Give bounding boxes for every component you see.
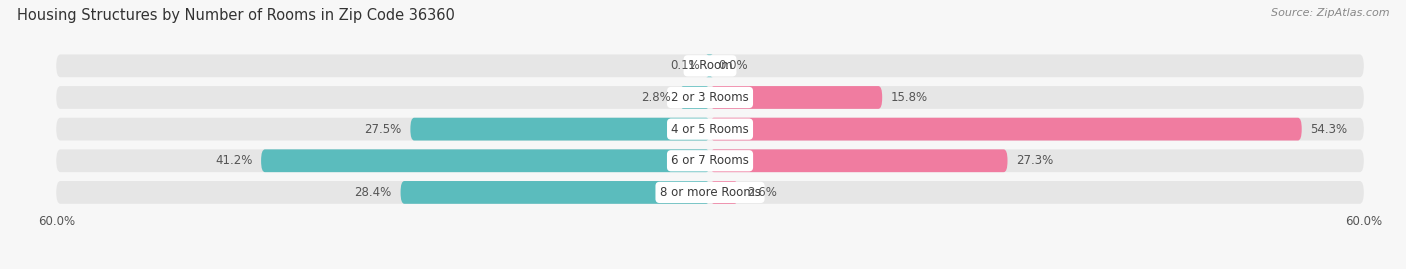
FancyBboxPatch shape xyxy=(710,181,738,204)
FancyBboxPatch shape xyxy=(710,118,1302,140)
FancyBboxPatch shape xyxy=(401,181,710,204)
Text: Source: ZipAtlas.com: Source: ZipAtlas.com xyxy=(1271,8,1389,18)
FancyBboxPatch shape xyxy=(56,181,1364,204)
Text: 2.6%: 2.6% xyxy=(747,186,778,199)
Text: 28.4%: 28.4% xyxy=(354,186,392,199)
Text: 0.0%: 0.0% xyxy=(718,59,748,72)
FancyBboxPatch shape xyxy=(710,86,882,109)
FancyBboxPatch shape xyxy=(56,149,1364,172)
Text: 15.8%: 15.8% xyxy=(891,91,928,104)
FancyBboxPatch shape xyxy=(56,86,1364,109)
Text: 6 or 7 Rooms: 6 or 7 Rooms xyxy=(671,154,749,167)
Text: 54.3%: 54.3% xyxy=(1310,123,1347,136)
FancyBboxPatch shape xyxy=(706,54,713,77)
FancyBboxPatch shape xyxy=(56,54,1364,77)
FancyBboxPatch shape xyxy=(710,149,1008,172)
Text: 2.8%: 2.8% xyxy=(641,91,671,104)
Text: 2 or 3 Rooms: 2 or 3 Rooms xyxy=(671,91,749,104)
Text: 8 or more Rooms: 8 or more Rooms xyxy=(659,186,761,199)
Text: 1 Room: 1 Room xyxy=(688,59,733,72)
Text: 27.5%: 27.5% xyxy=(364,123,402,136)
FancyBboxPatch shape xyxy=(262,149,710,172)
Text: 27.3%: 27.3% xyxy=(1017,154,1053,167)
FancyBboxPatch shape xyxy=(411,118,710,140)
Text: Housing Structures by Number of Rooms in Zip Code 36360: Housing Structures by Number of Rooms in… xyxy=(17,8,454,23)
Text: 41.2%: 41.2% xyxy=(215,154,253,167)
Text: 0.1%: 0.1% xyxy=(671,59,700,72)
FancyBboxPatch shape xyxy=(56,118,1364,140)
Text: 4 or 5 Rooms: 4 or 5 Rooms xyxy=(671,123,749,136)
FancyBboxPatch shape xyxy=(679,86,710,109)
